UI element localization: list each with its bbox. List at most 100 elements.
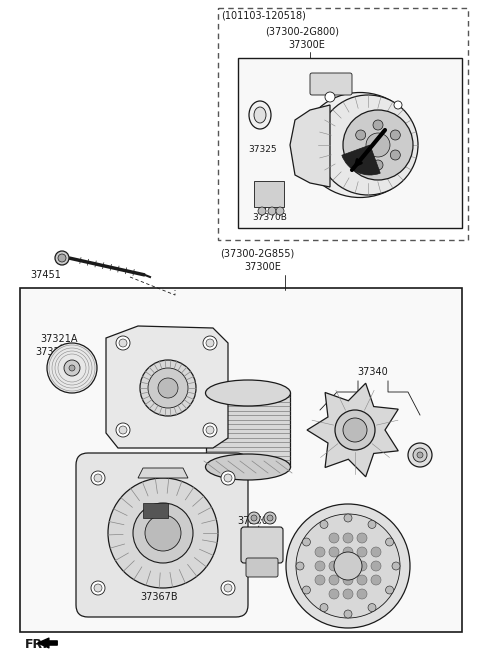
Circle shape (276, 207, 284, 215)
Circle shape (329, 561, 339, 571)
Circle shape (368, 520, 376, 528)
Circle shape (368, 604, 376, 612)
Text: 37370B: 37370B (237, 516, 275, 526)
Circle shape (206, 339, 214, 347)
Circle shape (133, 503, 193, 563)
Circle shape (94, 474, 102, 482)
Circle shape (206, 426, 214, 434)
Circle shape (55, 251, 69, 265)
Text: FR.: FR. (25, 638, 48, 651)
Circle shape (385, 538, 394, 546)
Circle shape (116, 423, 130, 437)
Wedge shape (342, 145, 380, 175)
Text: 37451: 37451 (30, 270, 61, 280)
Polygon shape (290, 105, 330, 187)
Circle shape (385, 586, 394, 594)
Circle shape (64, 360, 80, 376)
Circle shape (296, 562, 304, 570)
Circle shape (390, 150, 400, 160)
Circle shape (329, 533, 339, 543)
Text: 37300E: 37300E (288, 40, 325, 50)
Circle shape (302, 586, 311, 594)
Circle shape (58, 254, 66, 262)
Circle shape (357, 589, 367, 599)
Circle shape (224, 474, 232, 482)
Circle shape (329, 575, 339, 585)
Circle shape (413, 448, 427, 462)
Polygon shape (106, 326, 228, 448)
Text: 37321A: 37321A (40, 334, 77, 344)
Circle shape (343, 110, 413, 180)
Circle shape (390, 130, 400, 140)
Circle shape (119, 339, 127, 347)
Text: (37300-2G855): (37300-2G855) (220, 249, 294, 259)
Circle shape (296, 514, 400, 618)
Circle shape (203, 423, 217, 437)
Circle shape (344, 610, 352, 618)
Circle shape (357, 575, 367, 585)
Circle shape (366, 133, 390, 157)
Text: 37367B: 37367B (140, 592, 178, 602)
Circle shape (221, 471, 235, 485)
Circle shape (315, 561, 325, 571)
Text: 37325: 37325 (248, 145, 276, 154)
Circle shape (268, 207, 276, 215)
Circle shape (119, 426, 127, 434)
Circle shape (344, 514, 352, 522)
Circle shape (267, 515, 273, 521)
Circle shape (343, 418, 367, 442)
Circle shape (91, 471, 105, 485)
Circle shape (335, 410, 375, 450)
Polygon shape (206, 393, 290, 467)
Circle shape (91, 581, 105, 595)
Circle shape (258, 207, 266, 215)
FancyBboxPatch shape (310, 73, 352, 95)
Circle shape (203, 336, 217, 350)
Circle shape (343, 561, 353, 571)
Polygon shape (254, 181, 284, 207)
Circle shape (264, 512, 276, 524)
Ellipse shape (249, 101, 271, 129)
Circle shape (329, 547, 339, 557)
Circle shape (221, 581, 235, 595)
Circle shape (302, 538, 311, 546)
Polygon shape (238, 58, 462, 228)
Circle shape (325, 92, 335, 102)
Ellipse shape (254, 107, 266, 123)
Circle shape (116, 336, 130, 350)
Text: 37300E: 37300E (244, 262, 281, 272)
Circle shape (417, 452, 423, 458)
Circle shape (357, 547, 367, 557)
Ellipse shape (302, 93, 418, 197)
Polygon shape (20, 288, 462, 632)
FancyArrowPatch shape (38, 638, 57, 648)
Circle shape (343, 547, 353, 557)
Circle shape (318, 95, 418, 195)
Circle shape (145, 515, 181, 551)
Polygon shape (138, 468, 188, 478)
Circle shape (371, 575, 381, 585)
Text: 37321A: 37321A (35, 347, 72, 357)
Circle shape (248, 512, 260, 524)
Circle shape (140, 360, 196, 416)
Circle shape (392, 562, 400, 570)
Circle shape (47, 343, 97, 393)
Circle shape (357, 533, 367, 543)
Circle shape (224, 584, 232, 592)
Circle shape (373, 120, 383, 130)
Circle shape (315, 547, 325, 557)
Ellipse shape (205, 454, 290, 480)
FancyBboxPatch shape (246, 558, 278, 577)
Circle shape (343, 533, 353, 543)
Circle shape (371, 547, 381, 557)
Text: 37340: 37340 (357, 367, 388, 377)
Polygon shape (143, 503, 168, 518)
Circle shape (286, 504, 410, 628)
Text: (37300-2G800): (37300-2G800) (265, 26, 339, 36)
Circle shape (371, 561, 381, 571)
Circle shape (357, 561, 367, 571)
Circle shape (329, 589, 339, 599)
Circle shape (408, 443, 432, 467)
FancyBboxPatch shape (76, 453, 248, 617)
Polygon shape (307, 383, 398, 477)
